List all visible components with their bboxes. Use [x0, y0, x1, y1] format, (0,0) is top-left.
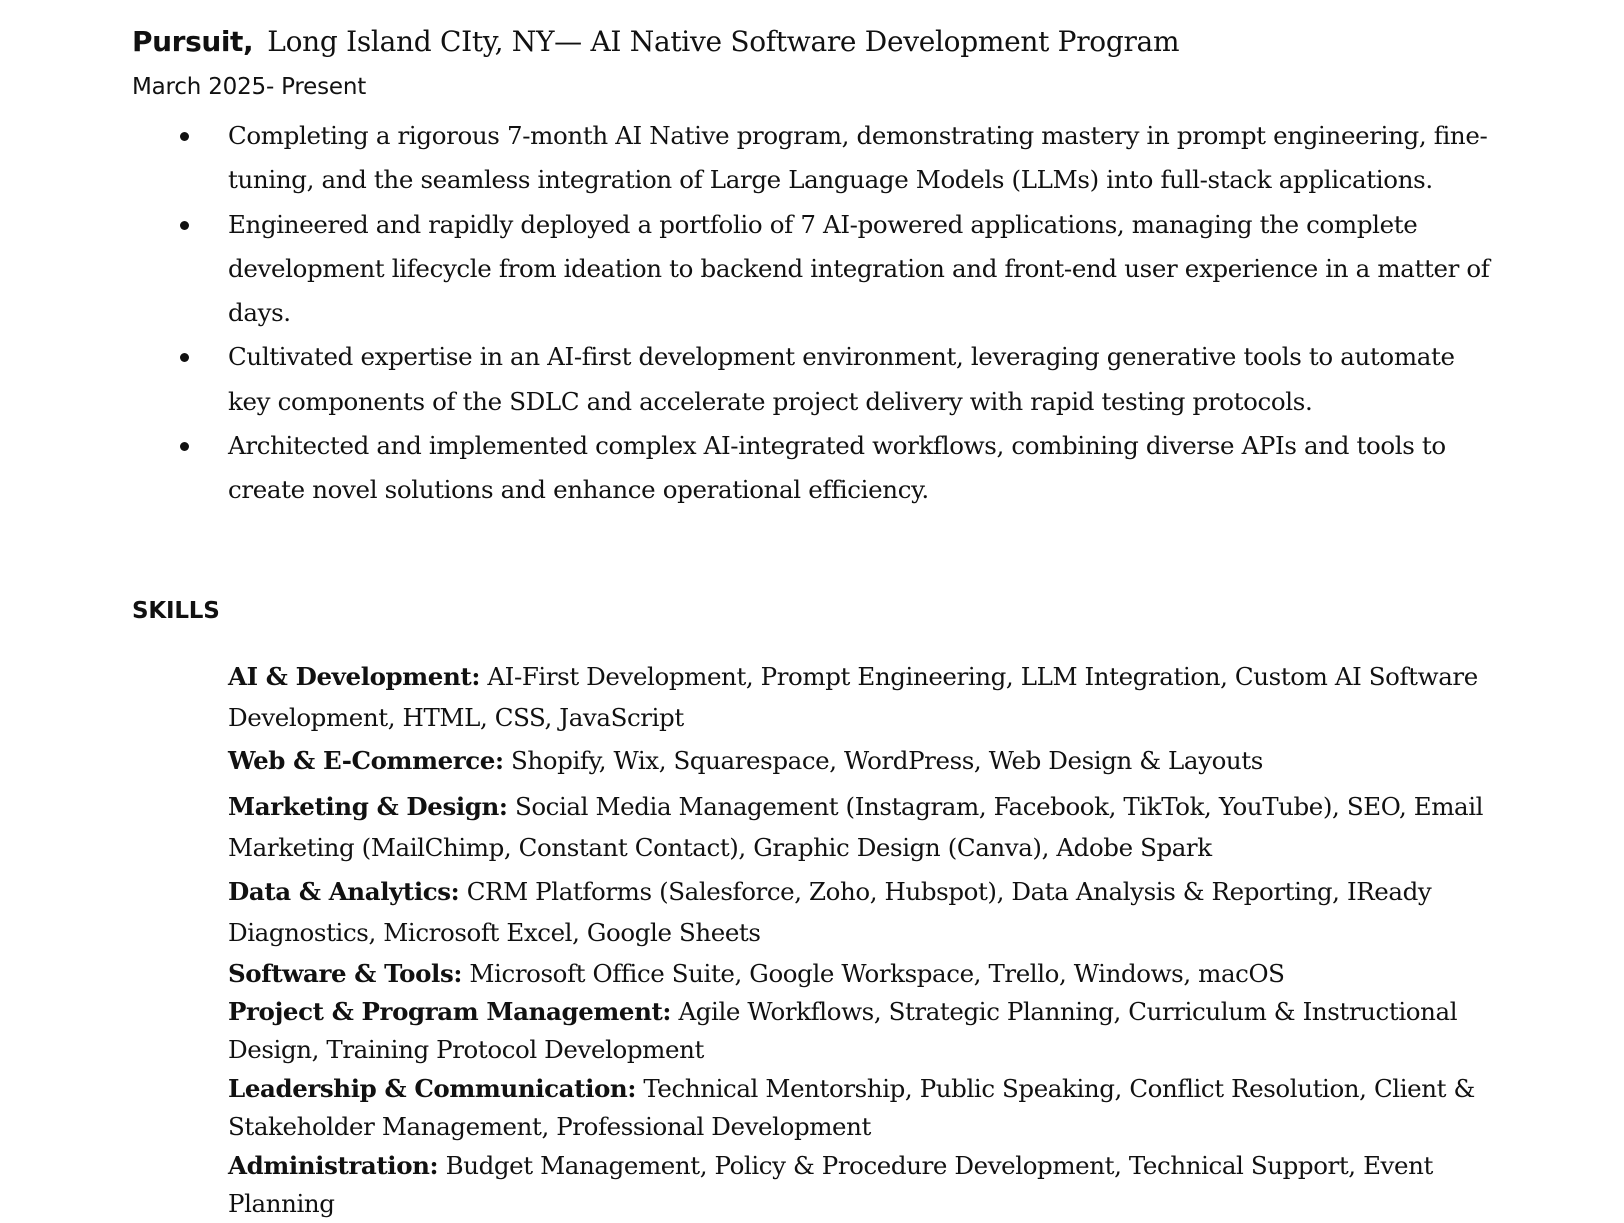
skill-list: CRM Platforms (Salesforce, Zoho, Hubspot…	[228, 877, 1432, 947]
skill-category: Marketing & Design:	[228, 792, 508, 821]
skill-list: AI-First Development, Prompt Engineering…	[228, 662, 1478, 732]
skill-list: Technical Mentorship, Public Speaking, C…	[228, 1074, 1475, 1141]
job-bullet-text: Architected and implemented complex AI-i…	[228, 431, 1446, 505]
skill-line-project-management: Project & Program Management: Agile Work…	[228, 993, 1528, 1069]
skill-line-administration: Administration: Budget Management, Polic…	[228, 1147, 1528, 1223]
skill-category: Software & Tools:	[228, 959, 462, 988]
skill-category: AI & Development:	[228, 662, 480, 691]
skill-line-marketing-design: Marketing & Design: Social Media Managem…	[228, 786, 1528, 868]
job-dates: March 2025- Present	[132, 74, 367, 100]
job-bullet-text: Cultivated expertise in an AI-first deve…	[228, 342, 1455, 416]
skill-line-web-ecommerce: Web & E-Commerce: Shopify, Wix, Squaresp…	[228, 740, 1528, 781]
skill-line-data-analytics: Data & Analytics: CRM Platforms (Salesfo…	[228, 871, 1528, 953]
skill-list: Budget Management, Policy & Procedure De…	[228, 1151, 1433, 1218]
skill-list: Agile Workflows, Strategic Planning, Cur…	[228, 997, 1458, 1064]
job-bullet-text: Completing a rigorous 7-month AI Native …	[228, 121, 1488, 195]
job-bullet: Engineered and rapidly deployed a portfo…	[0, 203, 1498, 336]
skill-list: Social Media Management (Instagram, Face…	[228, 792, 1484, 862]
skill-category: Web & E-Commerce:	[228, 746, 504, 775]
job-bullet-list: Completing a rigorous 7-month AI Native …	[0, 114, 1624, 513]
job-company: Pursuit,	[132, 25, 254, 58]
job-bullet: Architected and implemented complex AI-i…	[0, 424, 1498, 513]
skill-category: Data & Analytics:	[228, 877, 460, 906]
skill-line-software-tools: Software & Tools: Microsoft Office Suite…	[228, 955, 1528, 993]
job-bullet: Completing a rigorous 7-month AI Native …	[0, 114, 1498, 203]
bullet-icon	[180, 132, 189, 141]
skill-list: Shopify, Wix, Squarespace, WordPress, We…	[511, 746, 1263, 775]
job-title: Long Island CIty, NY— AI Native Software…	[267, 25, 1180, 58]
job-bullet: Cultivated expertise in an AI-first deve…	[0, 335, 1498, 424]
bullet-icon	[180, 353, 189, 363]
skill-list: Microsoft Office Suite, Google Workspace…	[469, 959, 1285, 988]
skills-heading: SKILLS	[132, 598, 220, 624]
skill-line-leadership-communication: Leadership & Communication: Technical Me…	[228, 1070, 1528, 1146]
bullet-icon	[180, 442, 189, 452]
bullet-icon	[180, 220, 189, 230]
skill-line-ai-development: AI & Development: AI-First Development, …	[228, 656, 1528, 738]
job-header: Pursuit, Long Island CIty, NY— AI Native …	[132, 20, 1532, 64]
skill-category: Leadership & Communication:	[228, 1074, 636, 1103]
job-bullet-text: Engineered and rapidly deployed a portfo…	[228, 209, 1490, 328]
skill-category: Administration:	[228, 1151, 439, 1180]
skill-category: Project & Program Management:	[228, 997, 672, 1026]
